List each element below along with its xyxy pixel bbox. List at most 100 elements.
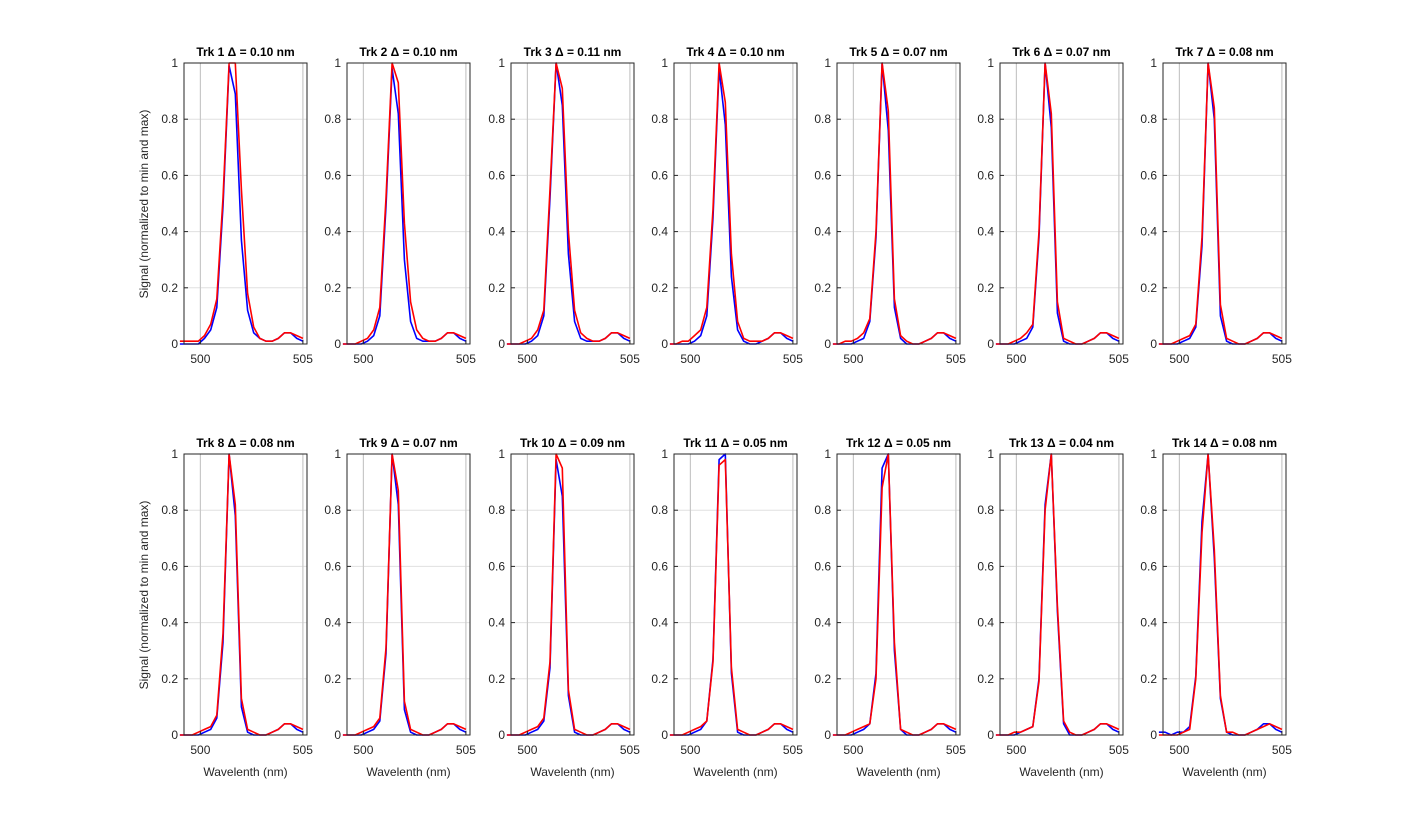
y-tick-label: 0.2 xyxy=(977,672,994,686)
y-tick-label: 0 xyxy=(661,728,668,742)
axes-box xyxy=(673,453,798,736)
x-tick-label: 505 xyxy=(783,352,803,366)
y-tick-label: 1 xyxy=(334,447,341,461)
panel-title: Trk 12 Δ = 0.05 nm xyxy=(846,436,951,450)
plot-area xyxy=(1163,454,1286,735)
panel: 0 0.2 0.4 0.6 0.8 1 500 505 Trk 1 Δ = 0.10 nm xyxy=(161,45,313,366)
x-tick-label: 500 xyxy=(517,743,537,757)
series-line-red xyxy=(669,62,794,345)
x-axis-title: Wavelenth (nm) xyxy=(693,765,777,779)
x-axis-title: Wavelenth (nm) xyxy=(203,765,287,779)
panel: 0 0.2 0.4 0.6 0.8 1 500 505 Trk 12 Δ = 0.05 nm Wa… xyxy=(814,436,966,779)
panel: 0 0.2 0.4 0.6 0.8 1 500 505 Trk 14 Δ = 0.08 nm Wa… xyxy=(1140,436,1292,779)
y-tick-label: 0.4 xyxy=(651,616,668,630)
panel-title: Trk 1 Δ = 0.10 nm xyxy=(196,45,294,59)
y-tick-label: 1 xyxy=(498,56,505,70)
panel: 0 0.2 0.4 0.6 0.8 1 500 505 Trk 8 Δ = 0.08 nm Wav… xyxy=(161,436,313,779)
y-tick-label: 1 xyxy=(334,56,341,70)
x-tick-label: 500 xyxy=(190,743,210,757)
axes-box xyxy=(1162,62,1287,345)
y-tick-label: 1 xyxy=(171,447,178,461)
y-tick-label: 0.8 xyxy=(977,503,994,517)
panel: 0 0.2 0.4 0.6 0.8 1 500 505 Trk 11 Δ = 0.05 nm Wa… xyxy=(651,436,803,779)
y-tick-label: 0.8 xyxy=(488,112,505,126)
x-tick-label: 505 xyxy=(946,352,966,366)
y-tick-label: 1 xyxy=(1150,56,1157,70)
y-tick-label: 0.8 xyxy=(324,112,341,126)
y-tick-label: 0.8 xyxy=(977,112,994,126)
x-tick-label: 500 xyxy=(680,352,700,366)
y-tick-label: 0.6 xyxy=(161,559,178,573)
panel: 0 0.2 0.4 0.6 0.8 1 500 505 Trk 7 Δ = 0.08 nm xyxy=(1140,45,1292,366)
y-tick-label: 0.8 xyxy=(814,112,831,126)
x-axis-title: Wavelenth (nm) xyxy=(856,765,940,779)
x-tick-label: 500 xyxy=(190,352,210,366)
y-tick-label: 1 xyxy=(987,56,994,70)
panel-title: Trk 9 Δ = 0.07 nm xyxy=(359,436,457,450)
panel: 0 0.2 0.4 0.6 0.8 1 500 505 Trk 5 Δ = 0.07 nm xyxy=(814,45,966,366)
x-tick-label: 500 xyxy=(353,352,373,366)
axes-box xyxy=(183,453,308,736)
y-tick-label: 1 xyxy=(824,447,831,461)
y-tick-label: 0.4 xyxy=(161,225,178,239)
x-axis-title: Wavelenth (nm) xyxy=(530,765,614,779)
x-tick-label: 505 xyxy=(293,352,313,366)
x-tick-label: 505 xyxy=(456,352,476,366)
y-tick-label: 0.6 xyxy=(1140,559,1157,573)
figure-ylabel-row-2: Signal (normalized to min and max) xyxy=(137,501,151,690)
y-tick-label: 0.6 xyxy=(488,559,505,573)
panel-title: Trk 11 Δ = 0.05 nm xyxy=(683,436,787,450)
y-tick-label: 1 xyxy=(171,56,178,70)
y-tick-label: 1 xyxy=(987,447,994,461)
y-tick-label: 0 xyxy=(987,337,994,351)
y-tick-label: 0 xyxy=(1150,337,1157,351)
y-tick-label: 0.2 xyxy=(488,672,505,686)
panel-title: Trk 13 Δ = 0.04 nm xyxy=(1009,436,1114,450)
x-tick-label: 505 xyxy=(1109,352,1129,366)
y-tick-label: 0.8 xyxy=(814,503,831,517)
y-tick-label: 0.4 xyxy=(1140,616,1157,630)
plot-area xyxy=(184,454,307,735)
y-tick-label: 1 xyxy=(1150,447,1157,461)
y-tick-label: 0.4 xyxy=(814,616,831,630)
axes-box xyxy=(999,62,1124,345)
y-tick-label: 1 xyxy=(824,56,831,70)
y-tick-label: 0.4 xyxy=(324,616,341,630)
y-tick-label: 0.8 xyxy=(488,503,505,517)
y-tick-label: 0.2 xyxy=(324,281,341,295)
y-tick-label: 0 xyxy=(498,728,505,742)
panel-title: Trk 14 Δ = 0.08 nm xyxy=(1172,436,1277,450)
y-tick-label: 0 xyxy=(824,728,831,742)
x-tick-label: 505 xyxy=(1272,352,1292,366)
panel-title: Trk 3 Δ = 0.11 nm xyxy=(524,45,622,59)
x-tick-label: 505 xyxy=(293,743,313,757)
x-tick-label: 500 xyxy=(1169,352,1189,366)
panel: 0 0.2 0.4 0.6 0.8 1 500 505 Trk 13 Δ = 0.04 nm Wa… xyxy=(977,436,1129,779)
series-line-red xyxy=(179,62,304,343)
plot-area xyxy=(1000,63,1123,344)
x-tick-label: 505 xyxy=(1272,743,1292,757)
y-tick-label: 0.4 xyxy=(324,225,341,239)
panel-title: Trk 2 Δ = 0.10 nm xyxy=(359,45,457,59)
plot-area xyxy=(1163,63,1286,344)
y-tick-label: 0.2 xyxy=(651,672,668,686)
y-tick-label: 0.2 xyxy=(977,281,994,295)
y-tick-label: 0.6 xyxy=(651,559,668,573)
y-tick-label: 0.6 xyxy=(1140,168,1157,182)
x-axis-title: Wavelenth (nm) xyxy=(1182,765,1266,779)
y-tick-label: 0 xyxy=(171,337,178,351)
panel-title: Trk 4 Δ = 0.10 nm xyxy=(686,45,784,59)
y-tick-label: 0.8 xyxy=(1140,503,1157,517)
x-tick-label: 505 xyxy=(620,352,640,366)
x-tick-label: 505 xyxy=(620,743,640,757)
y-tick-label: 0 xyxy=(824,337,831,351)
y-tick-label: 1 xyxy=(661,56,668,70)
axes-box xyxy=(346,453,471,736)
panel-title: Trk 8 Δ = 0.08 nm xyxy=(196,436,294,450)
y-tick-label: 0.6 xyxy=(814,168,831,182)
y-tick-label: 0.8 xyxy=(161,112,178,126)
y-tick-label: 1 xyxy=(498,447,505,461)
panel: 0 0.2 0.4 0.6 0.8 1 500 505 Trk 2 Δ = 0.10 nm xyxy=(324,45,476,366)
x-tick-label: 505 xyxy=(456,743,476,757)
